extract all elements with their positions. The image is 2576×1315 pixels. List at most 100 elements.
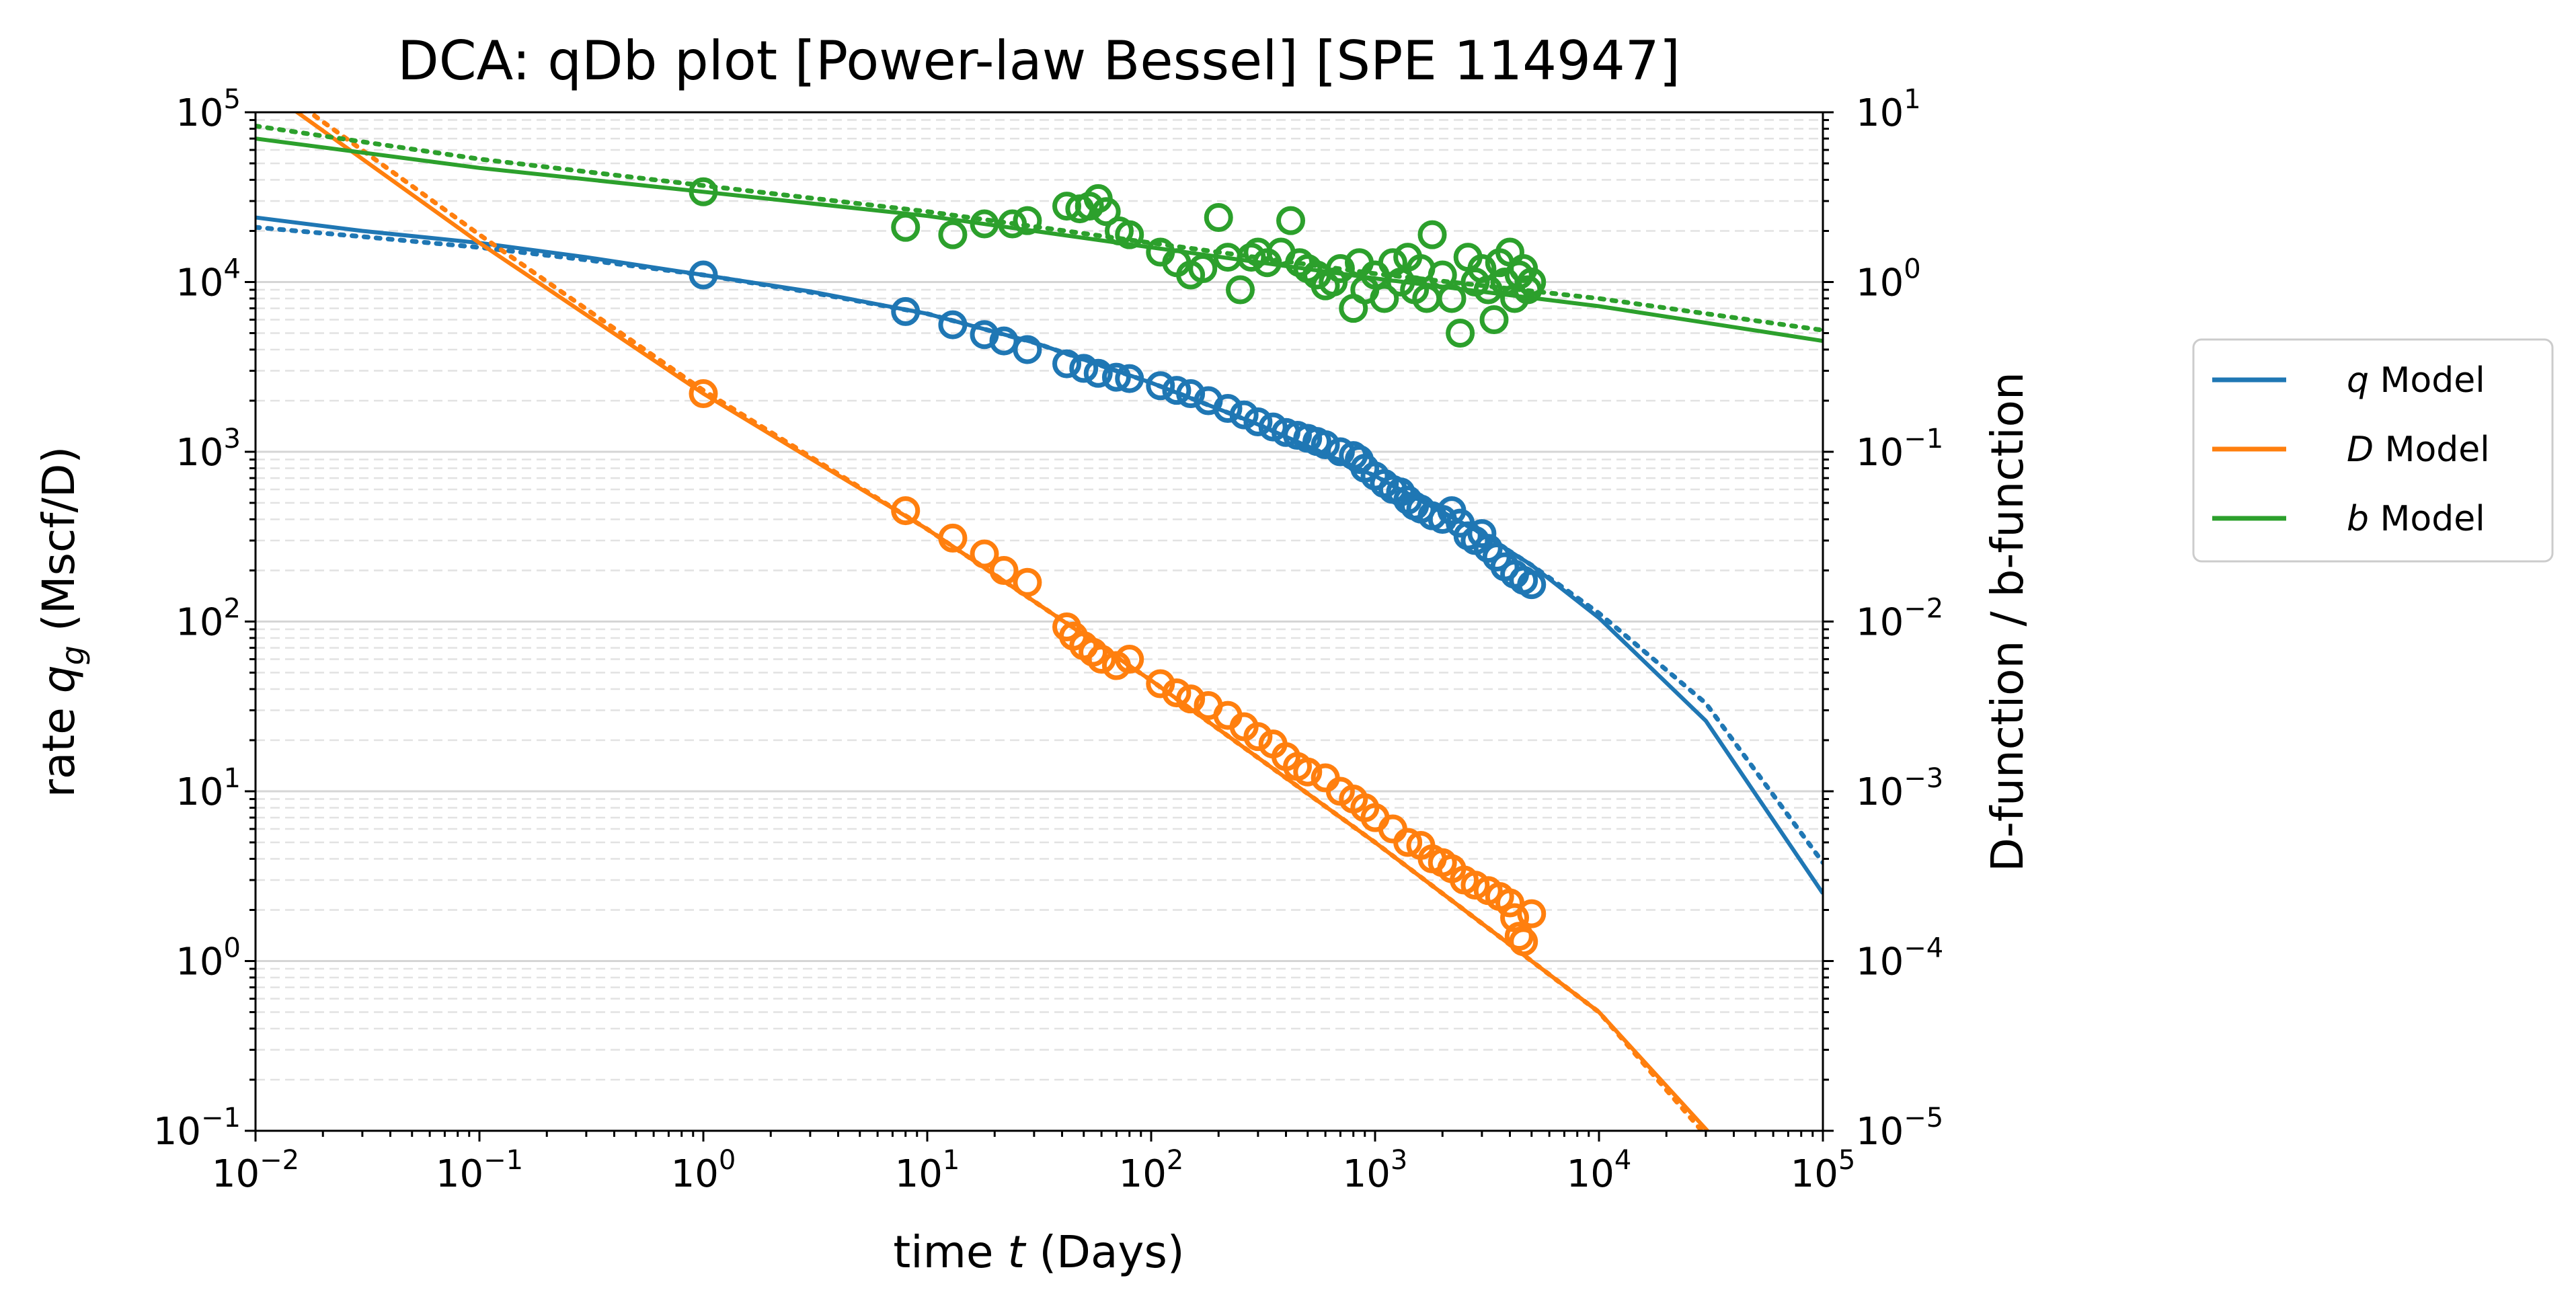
series-b-data-point — [1386, 268, 1415, 296]
series-q-data-point — [1243, 407, 1273, 437]
series-b-data-point — [1325, 254, 1355, 284]
x-tick-label: 105 — [1791, 1145, 1856, 1196]
y2-tick-label: 10−2 — [1856, 594, 1943, 645]
y2-axis-label: D-function / b-function — [1982, 372, 2033, 872]
legend-q-variable: q — [2347, 360, 2369, 401]
data-layer — [256, 112, 1823, 1131]
x-tick-label-base: 10 — [436, 1152, 483, 1196]
x-tick-label-exponent: 2 — [1167, 1145, 1183, 1176]
series-q-data-point — [970, 320, 999, 350]
series-b-data-point — [1226, 275, 1255, 305]
y2-tick-label-base: 10 — [1856, 91, 1904, 135]
x-tick-label-base: 10 — [1567, 1152, 1614, 1196]
y2-tick-label-base: 10 — [1856, 601, 1904, 645]
x-tick-label-base: 10 — [212, 1152, 260, 1196]
y-tick-label-exponent: 4 — [224, 254, 241, 285]
series-b-data-point — [689, 177, 718, 206]
series-d-data-point — [1393, 828, 1423, 857]
x-axis-label: time t (Days) — [893, 1226, 1184, 1278]
series-q-data-point — [1473, 534, 1503, 563]
x-tick-label: 10−2 — [212, 1145, 299, 1196]
series-q-data-point — [689, 260, 718, 290]
series-d-model-line — [293, 112, 1711, 1131]
y2-tick-label-base: 10 — [1856, 431, 1904, 475]
x-tick-label-exponent: 0 — [719, 1145, 736, 1176]
x-tick-label: 103 — [1343, 1145, 1408, 1196]
y-tick-label: 103 — [175, 424, 241, 475]
series-d-data-point — [1517, 899, 1547, 928]
y-tick-label: 100 — [175, 933, 241, 984]
series-d-data-point — [970, 539, 999, 569]
y-tick-label-exponent: −1 — [201, 1103, 241, 1133]
y-tick-label: 104 — [175, 254, 241, 305]
x-tick-label-exponent: 4 — [1614, 1145, 1631, 1176]
series-d-data-point — [1013, 567, 1042, 597]
x-tick-label-base: 10 — [671, 1152, 719, 1196]
legend-d-text: Model — [2374, 430, 2490, 470]
y2-tick-label-exponent: −2 — [1904, 594, 1943, 625]
series-d-data-point — [891, 496, 921, 526]
series-q-data-point — [1258, 412, 1288, 442]
series-b-data-point — [1428, 260, 1457, 290]
series-b-data-point — [1237, 243, 1266, 272]
x-tick-label: 10−1 — [436, 1145, 523, 1196]
x-axis-label-prefix: time — [893, 1226, 1007, 1278]
y-tick-label: 102 — [175, 594, 241, 645]
x-tick-label-exponent: 1 — [943, 1145, 960, 1176]
y2-tick-label-exponent: −3 — [1904, 763, 1943, 794]
x-tick-label: 100 — [671, 1145, 736, 1196]
x-tick-label: 101 — [895, 1145, 960, 1196]
series-d-data-point — [1504, 922, 1534, 951]
y2-tick-label-base: 10 — [1856, 770, 1904, 814]
series-d-data-point — [1509, 927, 1538, 957]
series-d-data-point — [1176, 684, 1206, 714]
series-q-data-point — [1176, 379, 1206, 409]
series-d-data-point — [1293, 757, 1323, 787]
y2-tick-label: 10−4 — [1856, 933, 1943, 984]
series-d-data-point — [1087, 645, 1116, 674]
series-b-data-point — [998, 209, 1027, 239]
y-axis-label-prefix: rate — [33, 693, 85, 797]
series-q-data-point — [1213, 394, 1243, 424]
y-tick-label-exponent: 3 — [224, 424, 241, 454]
series-q-data-point — [1311, 430, 1340, 460]
legend-q-text: Model — [2369, 360, 2485, 401]
y-tick-label-exponent: 0 — [224, 933, 241, 964]
y-tick-label-base: 10 — [175, 262, 223, 305]
series-b-data-point — [1473, 275, 1503, 305]
y2-tick-label: 10−5 — [1856, 1103, 1943, 1154]
series-d-data-point — [938, 523, 968, 553]
x-axis-label-suffix: (Days) — [1025, 1226, 1184, 1278]
series-q-data-point — [1229, 400, 1259, 430]
series-q-data-point — [1083, 358, 1113, 388]
x-tick-label: 102 — [1119, 1145, 1184, 1196]
legend-frame — [2192, 338, 2554, 563]
x-tick-label-base: 10 — [1119, 1152, 1167, 1196]
series-d-data-point — [1162, 678, 1192, 708]
y-tick-label-exponent: 2 — [224, 594, 241, 625]
y-tick-label-base: 10 — [175, 431, 223, 475]
y-tick-label-base: 10 — [175, 601, 223, 645]
y-axis-label-sub: g — [54, 645, 91, 665]
x-tick-label-exponent: 5 — [1838, 1145, 1855, 1176]
y-tick-label-exponent: 1 — [224, 763, 241, 794]
y-tick-label: 105 — [175, 84, 241, 135]
series-b-data-point — [1091, 197, 1121, 227]
series-b-data-point — [1446, 319, 1475, 348]
series-b-data-point — [1013, 206, 1042, 235]
series-b-data-point — [1276, 206, 1306, 235]
series-b-data-point — [938, 220, 968, 249]
y-tick-label: 101 — [175, 763, 241, 814]
series-d-data-point — [1500, 903, 1530, 932]
legend-d-variable: D — [2347, 430, 2374, 470]
x-tick-label-exponent: 3 — [1391, 1145, 1407, 1176]
y-tick-label-base: 10 — [153, 1110, 201, 1154]
y-axis-label-var: q — [33, 665, 85, 693]
x-tick-label-exponent: −2 — [260, 1145, 299, 1176]
series-q-data-point — [1101, 362, 1131, 392]
x-tick-label: 104 — [1567, 1145, 1632, 1196]
series-d-data-point — [989, 555, 1019, 585]
y-tick-label-base: 10 — [175, 91, 223, 135]
series-q-data-point — [1115, 364, 1144, 393]
